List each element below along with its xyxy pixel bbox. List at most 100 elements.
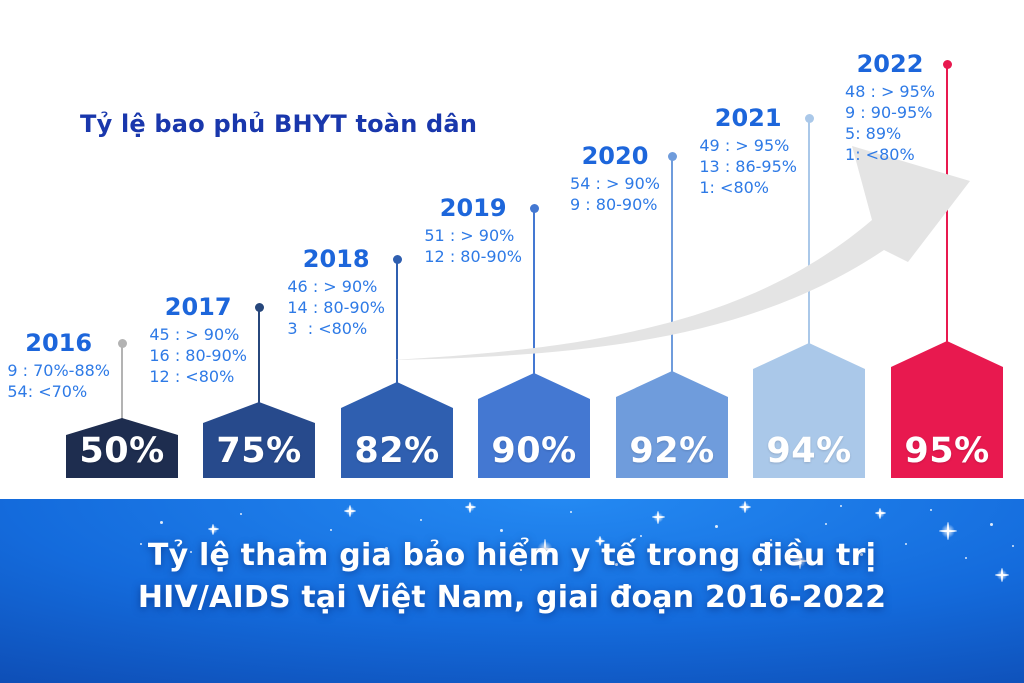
stem-dot-2018: [392, 254, 402, 264]
main-title: Tỷ lệ tham gia bảo hiểm y tế trong điều …: [0, 535, 1024, 619]
year-stat-line: 48 : > 95%: [845, 82, 935, 101]
star-sparkle-icon: [295, 538, 305, 548]
stem-line-2017: [258, 307, 260, 408]
bar-value: 90%: [491, 431, 577, 471]
dot-sparkle-icon: [455, 557, 457, 559]
year-stats-2020: 2020 54 : > 90% 9 : 80-90%: [570, 143, 660, 215]
dot-sparkle-icon: [420, 519, 422, 521]
year-stat-line: 46 : > 90%: [287, 277, 378, 296]
year-stats-2022: 2022 48 : > 95% 9 : 90-95% 5: 89% 1: <80%: [845, 51, 935, 165]
dot-sparkle-icon: [520, 569, 522, 571]
stem-line-2021: [808, 118, 810, 349]
year-stat-line: 51 : > 90%: [424, 226, 515, 245]
dot-sparkle-icon: [930, 509, 932, 511]
year-stat-line: 54: <70%: [7, 382, 88, 401]
bar-2016: 50%: [66, 418, 178, 478]
dot-sparkle-icon: [140, 543, 142, 545]
year-label: 2019: [439, 194, 507, 222]
year-stat-line: 49 : > 95%: [699, 136, 790, 155]
year-label: 2022: [856, 50, 924, 78]
dot-sparkle-icon: [585, 554, 587, 556]
star-sparkle-icon: [739, 501, 751, 513]
dot-sparkle-icon: [905, 543, 907, 545]
coverage-subtitle: Tỷ lệ bao phủ BHYT toàn dân: [80, 110, 478, 138]
star-sparkle-icon: [207, 523, 219, 535]
year-label: 2016: [25, 329, 93, 357]
star-sparkle-icon: [464, 501, 476, 513]
year-stat-line: 14 : 80-90%: [287, 298, 385, 317]
bar-value: 50%: [79, 431, 165, 471]
title-banner: Tỷ lệ tham gia bảo hiểm y tế trong điều …: [0, 499, 1024, 683]
dot-sparkle-icon: [690, 549, 692, 551]
year-stat-line: 13 : 86-95%: [699, 157, 797, 176]
main-title-line1: Tỷ lệ tham gia bảo hiểm y tế trong điều …: [147, 538, 877, 573]
bar-2018: 82%: [341, 382, 453, 478]
stem-dot-2016: [117, 338, 127, 348]
dot-sparkle-icon: [270, 559, 273, 562]
year-label: 2017: [164, 293, 232, 321]
star-sparkle-icon: [874, 507, 886, 519]
dot-sparkle-icon: [500, 529, 503, 532]
year-stat-line: 45 : > 90%: [149, 325, 240, 344]
dot-sparkle-icon: [840, 505, 842, 507]
bar-2017: 75%: [203, 402, 315, 478]
stem-dot-2021: [804, 113, 814, 123]
year-stat-line: 9 : 70%-88%: [7, 361, 110, 380]
dot-sparkle-icon: [770, 539, 772, 541]
year-label: 2018: [302, 245, 370, 273]
year-stat-line: 54 : > 90%: [570, 174, 660, 193]
year-stat-line: 1: <80%: [845, 145, 915, 164]
bar-2019: 90%: [478, 373, 590, 478]
year-label: 2021: [714, 104, 782, 132]
bar-2020: 92%: [616, 371, 728, 478]
star-sparkle-icon: [651, 510, 665, 524]
bar-value: 95%: [904, 431, 990, 471]
dot-sparkle-icon: [640, 535, 642, 537]
stem-line-2019: [533, 208, 535, 379]
dot-sparkle-icon: [190, 551, 192, 553]
dot-sparkle-icon: [160, 521, 163, 524]
dot-sparkle-icon: [825, 523, 827, 525]
star-sparkle-icon: [344, 505, 356, 517]
dot-sparkle-icon: [760, 569, 762, 571]
year-stat-line: 9 : 90-95%: [845, 103, 933, 122]
dot-sparkle-icon: [330, 529, 332, 531]
stem-line-2016: [121, 343, 123, 424]
dot-sparkle-icon: [240, 513, 242, 515]
star-sparkle-icon: [595, 536, 605, 546]
stem-line-2020: [671, 156, 673, 377]
dot-sparkle-icon: [715, 525, 718, 528]
year-stats-2019: 2019 51 : > 90% 12 : 80-90%: [424, 195, 522, 267]
year-stat-line: 5: 89%: [845, 124, 902, 143]
dot-sparkle-icon: [385, 547, 388, 550]
dot-sparkle-icon: [1012, 545, 1014, 547]
year-stats-2016: 2016 9 : 70%-88% 54: <70%: [7, 330, 110, 402]
stem-dot-2022: [942, 59, 952, 69]
dot-sparkle-icon: [615, 563, 618, 566]
dot-sparkle-icon: [965, 557, 967, 559]
year-stats-2021: 2021 49 : > 95% 13 : 86-95% 1: <80%: [699, 105, 797, 198]
bar-value: 94%: [766, 431, 852, 471]
bar-2022: 95%: [891, 341, 1003, 478]
year-label: 2020: [581, 142, 649, 170]
dot-sparkle-icon: [570, 511, 572, 513]
dot-sparkle-icon: [990, 523, 993, 526]
year-stats-2017: 2017 45 : > 90% 16 : 80-90% 12 : <80%: [149, 294, 247, 387]
bar-value: 75%: [216, 431, 302, 471]
year-stat-line: 9 : 80-90%: [570, 195, 658, 214]
stem-dot-2020: [667, 151, 677, 161]
year-stat-line: 12 : <80%: [149, 367, 235, 386]
dot-sparkle-icon: [355, 567, 357, 569]
bar-value: 92%: [629, 431, 715, 471]
year-stat-line: 3 : <80%: [287, 319, 368, 338]
main-title-line2: HIV/AIDS tại Việt Nam, giai đoạn 2016-20…: [137, 580, 887, 615]
stem-dot-2019: [529, 203, 539, 213]
star-sparkle-icon: [995, 568, 1009, 582]
year-stat-line: 12 : 80-90%: [424, 247, 522, 266]
stem-line-2018: [396, 259, 398, 388]
year-stat-line: 16 : 80-90%: [149, 346, 247, 365]
star-sparkle-icon: [535, 539, 555, 559]
bar-2021: 94%: [753, 343, 865, 478]
star-sparkle-icon: [792, 553, 808, 569]
